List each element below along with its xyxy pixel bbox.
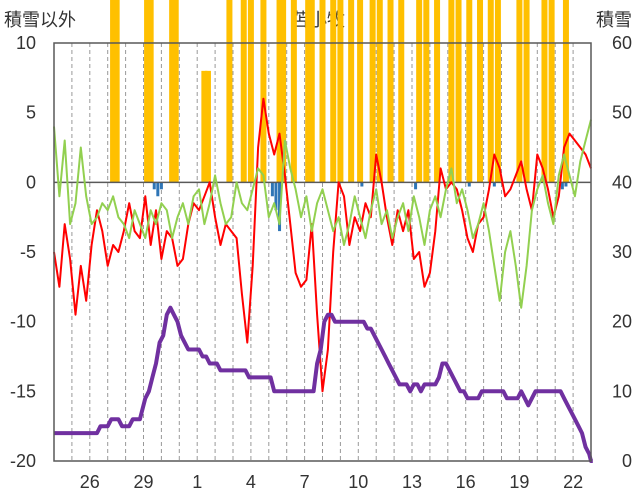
- x-tick: 16: [456, 472, 476, 492]
- bar-positive: [337, 0, 344, 183]
- x-tick: 1: [192, 472, 202, 492]
- bar-negative: [152, 182, 156, 190]
- y-tick-right: 0: [622, 451, 632, 471]
- bar-positive: [280, 0, 287, 183]
- x-tick: 7: [300, 472, 310, 492]
- bar-positive: [369, 0, 376, 183]
- y-tick-left: 10: [16, 33, 36, 53]
- bar-positive: [494, 0, 501, 183]
- bar-positive: [147, 0, 154, 183]
- x-tick: 4: [246, 472, 256, 492]
- bar-negative: [564, 182, 568, 187]
- x-tick: 22: [563, 472, 583, 492]
- x-tick: 13: [402, 472, 422, 492]
- bar-positive: [305, 0, 312, 183]
- bar-positive: [387, 0, 394, 183]
- bar-positive: [455, 0, 462, 183]
- bar-positive: [416, 0, 423, 183]
- series-line: [53, 97, 592, 393]
- bar-positive: [308, 0, 315, 183]
- bar-positive: [260, 0, 267, 183]
- y-tick-left: -10: [10, 312, 36, 332]
- bar-positive: [487, 0, 494, 183]
- bar-positive: [357, 0, 364, 183]
- bar-positive: [523, 0, 530, 183]
- bar-negative: [467, 182, 471, 187]
- bar-positive: [348, 0, 355, 183]
- y-tick-right: 50: [612, 103, 632, 123]
- bar-negative: [156, 182, 160, 197]
- ylabel-left: 積雪以外: [4, 10, 76, 30]
- bar-positive: [548, 0, 555, 183]
- x-tick: 29: [133, 472, 153, 492]
- bar-positive: [226, 0, 233, 183]
- x-tick: 26: [80, 472, 100, 492]
- y-tick-left: -15: [10, 381, 36, 401]
- y-tick-left: 5: [26, 103, 36, 123]
- bar-positive: [448, 0, 455, 183]
- x-tick: 10: [348, 472, 368, 492]
- bar-positive: [516, 0, 523, 183]
- series-line-snow-depth: [54, 305, 593, 463]
- bar-positive: [541, 0, 548, 183]
- y-tick-right: 30: [612, 242, 632, 262]
- bar-negative: [492, 182, 496, 187]
- y-tick-right: 20: [612, 312, 632, 332]
- bar-negative: [414, 182, 418, 190]
- bar-positive: [290, 0, 297, 183]
- bar-positive: [434, 0, 441, 183]
- bar-positive: [110, 0, 117, 183]
- chart-title: 苫小牧: [291, 10, 345, 30]
- bar-positive: [398, 0, 405, 183]
- bar-positive: [466, 0, 473, 183]
- y-tick-left: 0: [26, 172, 36, 192]
- series-layer: [53, 0, 593, 463]
- ylabel-right: 積雪: [596, 10, 632, 30]
- x-tick: 19: [509, 472, 529, 492]
- bar-positive: [276, 0, 283, 183]
- bar-negative: [360, 182, 364, 187]
- bar-positive: [169, 0, 176, 183]
- series-line: [53, 119, 592, 309]
- bar-positive: [319, 0, 326, 183]
- bar-positive: [240, 0, 247, 183]
- bar-negative: [278, 182, 282, 232]
- bar-positive: [330, 0, 337, 183]
- bar-negative: [560, 182, 564, 190]
- bar-negative: [159, 182, 163, 190]
- plot-frame: [53, 42, 592, 462]
- bar-positive: [423, 0, 430, 183]
- y-tick-right: 60: [612, 33, 632, 53]
- y-tick-left: -20: [10, 451, 36, 471]
- bar-positive: [172, 0, 179, 183]
- y-tick-right: 40: [612, 172, 632, 192]
- bar-positive: [204, 70, 211, 183]
- bar-positive: [376, 0, 383, 183]
- bar-negative: [270, 182, 274, 197]
- bar-positive: [201, 70, 208, 183]
- bar-positive: [247, 0, 254, 183]
- bar-positive: [113, 0, 120, 183]
- y-tick-right: 10: [612, 381, 632, 401]
- bar-positive: [144, 0, 151, 183]
- bar-negative: [274, 182, 278, 211]
- bar-positive: [477, 0, 484, 183]
- y-tick-left: -5: [20, 242, 36, 262]
- bar-positive: [562, 0, 569, 183]
